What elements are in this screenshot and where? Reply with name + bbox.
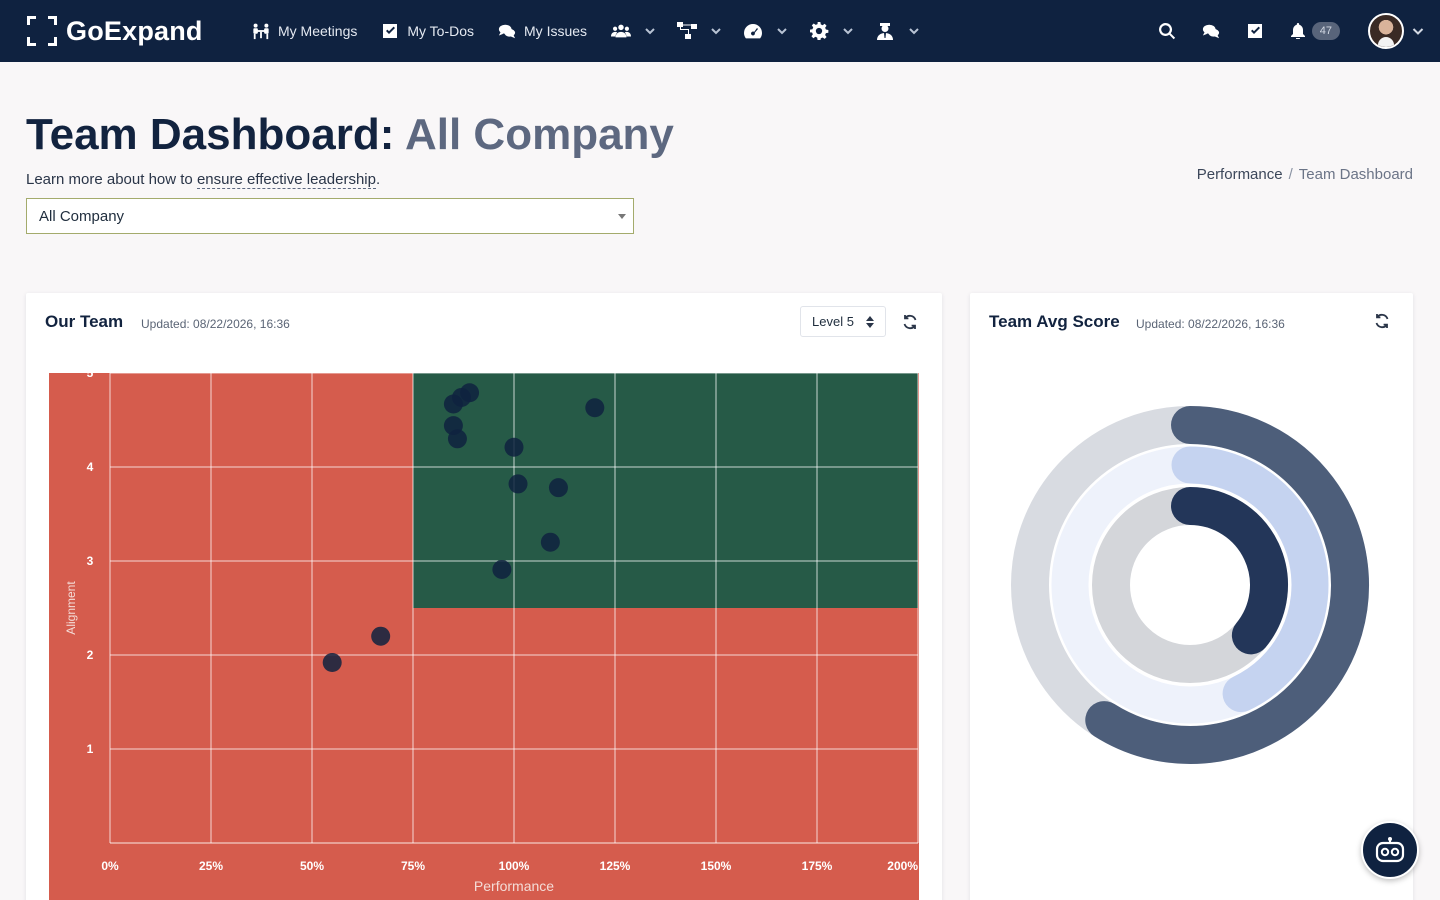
chevron-down-icon: [909, 26, 919, 36]
chatbot-button[interactable]: [1361, 821, 1419, 879]
nav-dropdown-team[interactable]: [611, 22, 655, 40]
team-icon: [611, 22, 631, 40]
nav-link-label: My To-Dos: [407, 23, 474, 39]
nav-links: My Meetings My To-Dos My Issues: [252, 0, 941, 62]
nav-link-label: My Issues: [524, 23, 587, 39]
sort-updown-icon: [866, 316, 874, 328]
learn-more-prefix: Learn more about how to: [26, 171, 197, 188]
x-tick-label: 75%: [401, 859, 425, 873]
y-tick-label: 5: [87, 373, 94, 380]
our-team-title: Our Team: [45, 312, 123, 332]
scatter-point: [492, 560, 511, 579]
level-select-value: Level 5: [812, 314, 854, 329]
chevron-down-icon: [777, 26, 787, 36]
x-tick-label: 200%: [887, 859, 918, 873]
meeting-icon: [252, 22, 270, 40]
breadcrumb-current: Team Dashboard: [1299, 166, 1413, 183]
page-title: Team Dashboard: All Company: [26, 110, 674, 160]
x-tick-label: 150%: [701, 859, 732, 873]
team-select[interactable]: All Company: [26, 198, 634, 234]
chevron-down-icon: [711, 26, 721, 36]
x-tick-label: 100%: [499, 859, 530, 873]
nav-my-issues[interactable]: My Issues: [498, 22, 587, 40]
x-tick-label: 25%: [199, 859, 223, 873]
x-axis-label: Performance: [474, 878, 554, 894]
scatter-point: [444, 395, 463, 414]
chart-good-quadrant: [413, 373, 918, 608]
org-chart-icon: [677, 22, 697, 40]
learn-more-suffix: .: [376, 171, 380, 188]
nav-dropdown-dashboards[interactable]: [743, 22, 787, 40]
y-axis-label: Alignment: [64, 581, 78, 635]
scatter-point: [371, 627, 390, 646]
scatter-point: [541, 533, 560, 552]
scatter-point: [549, 478, 568, 497]
nav-dropdown-admin[interactable]: [875, 22, 919, 40]
gear-icon: [809, 22, 829, 40]
search-icon[interactable]: [1158, 22, 1176, 40]
chat-icon: [498, 22, 516, 40]
dashboard-gauge-icon: [743, 22, 763, 40]
x-tick-label: 0%: [101, 859, 119, 873]
checkbox-icon: [381, 22, 399, 40]
scatter-point: [509, 474, 528, 493]
notifications-button[interactable]: 47: [1290, 22, 1340, 40]
y-tick-label: 3: [87, 554, 94, 568]
breadcrumb-parent[interactable]: Performance: [1197, 166, 1283, 183]
scatter-point: [323, 653, 342, 672]
avatar[interactable]: [1368, 13, 1404, 49]
refresh-icon[interactable]: [1374, 313, 1390, 329]
logo[interactable]: GoExpand: [26, 14, 203, 48]
robot-icon: [1375, 837, 1405, 863]
logo-mark-icon: [26, 15, 58, 47]
breadcrumb-separator: /: [1289, 166, 1293, 183]
top-navbar: GoExpand My Meetings My To-Dos My Issues: [0, 0, 1440, 62]
nav-link-label: My Meetings: [278, 23, 357, 39]
y-tick-label: 1: [87, 742, 94, 756]
y-tick-label: 2: [87, 648, 94, 662]
nav-my-todos[interactable]: My To-Dos: [381, 22, 474, 40]
nav-my-meetings[interactable]: My Meetings: [252, 22, 357, 40]
bell-icon: [1290, 23, 1306, 39]
x-tick-label: 175%: [802, 859, 833, 873]
scatter-point: [448, 429, 467, 448]
chevron-down-icon: [645, 26, 655, 36]
chevron-down-icon: [843, 26, 853, 36]
page-title-sub: All Company: [405, 110, 674, 159]
page-title-main: Team Dashboard:: [26, 110, 394, 159]
learn-more-link[interactable]: ensure effective leadership: [197, 171, 376, 189]
nav-dropdown-org[interactable]: [677, 22, 721, 40]
y-tick-label: 4: [87, 460, 94, 474]
breadcrumb: Performance / Team Dashboard: [1197, 166, 1413, 183]
team-select-value: All Company: [39, 208, 124, 225]
nav-dropdown-settings[interactable]: [809, 22, 853, 40]
scatter-point: [585, 398, 604, 417]
our-team-updated: Updated: 08/22/2026, 16:36: [141, 317, 290, 331]
chat-icon[interactable]: [1202, 22, 1220, 40]
x-tick-label: 50%: [300, 859, 324, 873]
caret-down-icon: [618, 214, 626, 219]
team-avg-score-ring-chart: [1000, 393, 1380, 778]
checkbox-icon[interactable]: [1246, 22, 1264, 40]
ring-value-inner: [1190, 506, 1269, 635]
refresh-icon[interactable]: [902, 314, 918, 330]
team-avg-score-card: Team Avg Score Updated: 08/22/2026, 16:3…: [970, 293, 1413, 900]
performance-alignment-scatter-chart: 0% 25% 50% 75% 100% 125% 150% 175% 200% 1 2 3 4 5 Perf…: [49, 373, 919, 900]
x-tick-label: 125%: [600, 859, 631, 873]
team-avg-updated: Updated: 08/22/2026, 16:36: [1136, 317, 1285, 331]
level-select[interactable]: Level 5: [800, 306, 886, 337]
chevron-down-icon[interactable]: [1412, 25, 1424, 37]
notification-count-badge: 47: [1312, 22, 1340, 40]
our-team-card: Our Team Updated: 08/22/2026, 16:36 Leve…: [26, 293, 942, 900]
nav-right: 47: [1158, 0, 1440, 62]
team-avg-title: Team Avg Score: [989, 312, 1120, 332]
user-tie-icon: [875, 22, 895, 40]
scatter-point: [505, 438, 524, 457]
learn-more-text: Learn more about how to ensure effective…: [26, 171, 380, 188]
logo-text: GoExpand: [66, 16, 203, 47]
